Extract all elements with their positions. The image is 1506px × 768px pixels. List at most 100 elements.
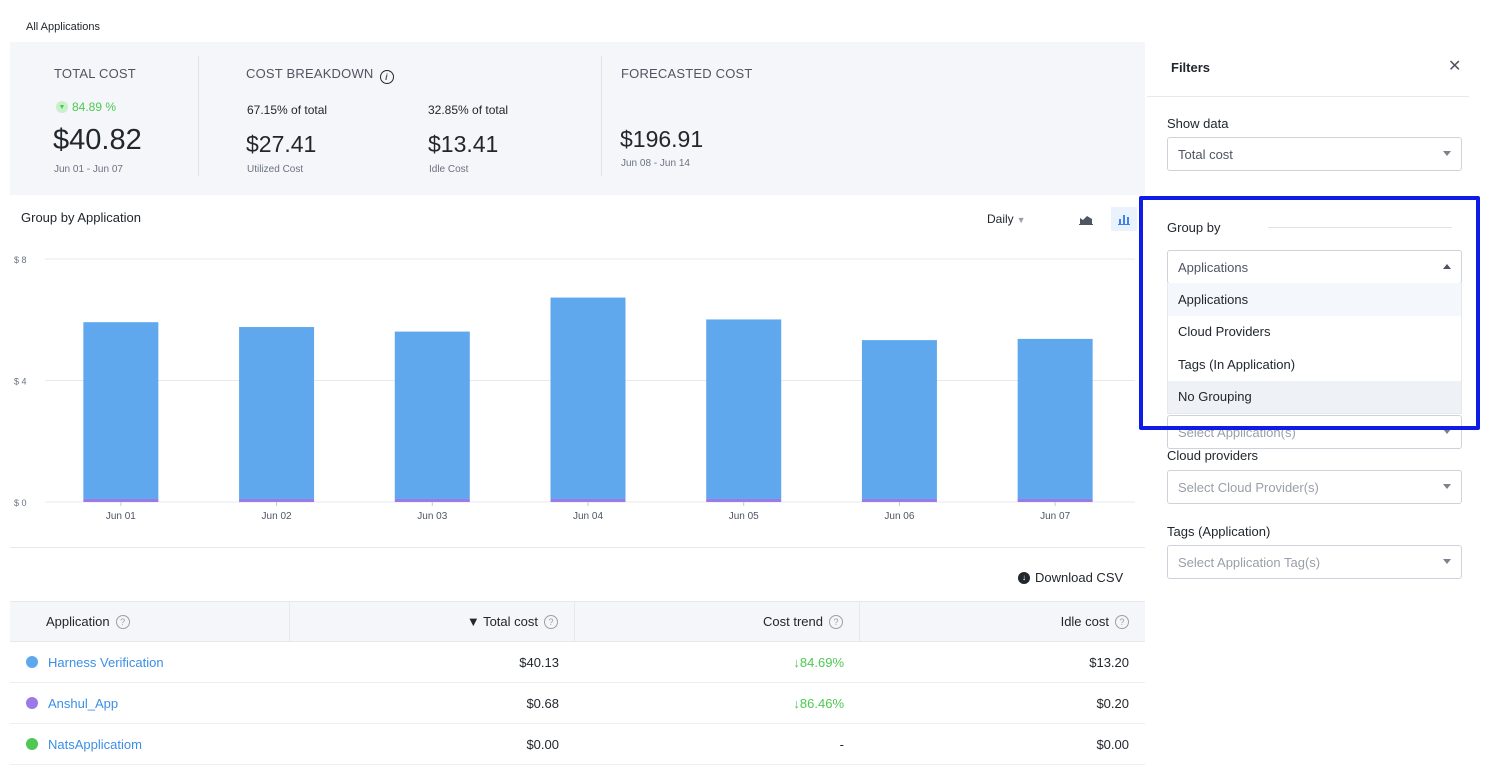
close-icon[interactable]: ✕: [1448, 58, 1462, 75]
help-icon: ?: [115, 614, 130, 629]
app-name-link[interactable]: Harness Verification: [10, 642, 290, 682]
total-cost-cell: $40.13: [519, 654, 559, 670]
trend-down-icon: ▼: [56, 101, 68, 113]
info-icon[interactable]: i: [379, 70, 394, 84]
filters-panel: Filters ✕ Show data Total cost Group by …: [1147, 42, 1506, 768]
cost-trend-cell: -: [839, 736, 844, 752]
forecast-card: FORECASTED COST $196.91 Jun 08 - Jun 14: [602, 42, 1002, 195]
bar-secondary: [706, 498, 782, 502]
bar: [239, 327, 315, 499]
x-tick-label: Jun 05: [729, 511, 759, 522]
total-cost-value: $40.82: [53, 124, 142, 156]
group-option-applications[interactable]: Applications: [1168, 283, 1461, 316]
bar-secondary: [550, 498, 626, 502]
tags-label: Tags (Application): [1167, 524, 1271, 539]
cloud-providers-label: Cloud providers: [1167, 448, 1259, 463]
x-tick-label: Jun 07: [1040, 511, 1070, 522]
y-tick-label: $ 8: [14, 255, 27, 265]
idle-pct: 32.85% of total: [428, 103, 509, 117]
help-icon: ?: [829, 614, 843, 629]
bar: [394, 331, 470, 499]
filters-title: Filters: [1171, 60, 1211, 75]
forecast-value: $196.91: [620, 126, 704, 152]
bar: [83, 322, 159, 499]
idle-cost-value: $13.41: [428, 131, 499, 157]
group-option-tags[interactable]: Tags (In Application): [1178, 356, 1296, 372]
col-idle-cost[interactable]: Idle cost?: [860, 602, 1145, 641]
idle-cost-label: Idle Cost: [429, 164, 469, 175]
bar: [706, 319, 782, 499]
caret-down-icon: [1443, 429, 1451, 434]
tags-select[interactable]: Select Application Tag(s): [1167, 545, 1462, 579]
app-name-link[interactable]: Anshul_App: [10, 683, 290, 723]
total-cost-period: Jun 01 - Jun 07: [54, 164, 123, 175]
show-data-select[interactable]: Total cost: [1167, 137, 1462, 171]
table-row: NatsApplicatiom $0.00 - $0.00: [10, 724, 1145, 765]
x-tick-label: Jun 02: [262, 511, 292, 522]
y-tick-label: $ 4: [14, 377, 27, 387]
cost-bar-chart: $ 0 $ 4 $ 8 Jun 01 Jun 02 Jun 03 Jun 04 Jun 05 J…: [14, 255, 1135, 522]
group-by-select[interactable]: Applications: [1167, 250, 1462, 284]
divider: [1147, 96, 1469, 97]
caret-down-icon: ▼: [1016, 215, 1026, 225]
idle-cost-cell: $0.00: [1096, 736, 1129, 752]
forecast-period: Jun 08 - Jun 14: [621, 158, 690, 169]
x-tick-label: Jun 06: [884, 511, 914, 522]
cloud-providers-select[interactable]: Select Cloud Provider(s): [1167, 470, 1462, 504]
applications-table: Application? ▼ Total cost? Cost trend? I…: [10, 601, 1145, 765]
bar-secondary: [239, 498, 315, 502]
table-header: Application? ▼ Total cost? Cost trend? I…: [10, 601, 1145, 642]
table-body: Harness Verification $40.13 ↓84.69% $13.20 A…: [10, 642, 1145, 765]
total-cost-card: TOTAL COST ▼ 84.89 % $40.82 Jun 01 - Jun…: [10, 42, 200, 195]
total-cost-trend: ▼ 84.89 %: [56, 100, 116, 114]
series-dot: [26, 738, 38, 750]
help-icon: ?: [544, 614, 558, 629]
group-option-no-grouping[interactable]: No Grouping: [1168, 380, 1461, 413]
y-tick-label: $ 0: [14, 498, 27, 508]
cost-trend-cell: ↓84.69%: [793, 654, 844, 670]
utilized-cost-value: $27.41: [246, 131, 317, 157]
caret-down-icon: [1443, 151, 1451, 156]
col-total-cost[interactable]: ▼ Total cost?: [290, 602, 575, 641]
total-cost-cell: $0.68: [526, 695, 559, 711]
area-chart-icon[interactable]: [1073, 207, 1099, 231]
bar-secondary: [861, 498, 937, 502]
breadcrumb[interactable]: All Applications: [26, 21, 100, 33]
bar: [550, 297, 626, 499]
utilized-cost-label: Utilized Cost: [247, 164, 304, 175]
bar-secondary: [394, 498, 470, 502]
bar-secondary: [1017, 498, 1093, 502]
utilized-pct: 67.15% of total: [247, 103, 328, 117]
app-name-link[interactable]: NatsApplicatiom: [10, 724, 290, 764]
group-by-label: Group by: [1167, 220, 1221, 235]
bar: [861, 340, 937, 499]
x-tick-label: Jun 01: [106, 511, 136, 522]
series-dot: [26, 656, 38, 668]
download-csv-button[interactable]: ↓ Download CSV: [1018, 570, 1123, 585]
applications-select[interactable]: Select Application(s): [1167, 415, 1462, 449]
show-data-label: Show data: [1167, 116, 1229, 131]
col-application[interactable]: Application?: [10, 602, 290, 641]
bar: [1017, 338, 1093, 499]
download-icon: ↓: [1018, 571, 1030, 584]
divider: [198, 56, 199, 176]
group-by-dropdown: Applications Cloud Providers Tags (In Ap…: [1167, 283, 1462, 414]
bar-secondary: [83, 498, 159, 502]
help-icon: ?: [1115, 614, 1129, 629]
table-row: Harness Verification $40.13 ↓84.69% $13.20: [10, 642, 1145, 683]
caret-down-icon: [1443, 484, 1451, 489]
cost-breakdown-label: COST BREAKDOWN i: [246, 66, 394, 84]
divider: [601, 56, 602, 176]
caret-up-icon: [1443, 264, 1451, 269]
interval-select[interactable]: Daily ▼: [987, 212, 1026, 226]
idle-cost-cell: $13.20: [1089, 654, 1129, 670]
x-tick-label: Jun 04: [573, 511, 603, 522]
bar-chart-icon[interactable]: [1111, 207, 1137, 231]
col-cost-trend[interactable]: Cost trend?: [575, 602, 860, 641]
caret-down-icon: [1443, 559, 1451, 564]
idle-cost-cell: $0.20: [1096, 695, 1129, 711]
series-dot: [26, 697, 38, 709]
x-tick-label: Jun 03: [417, 511, 447, 522]
divider: [10, 547, 1145, 548]
group-option-cloud-providers[interactable]: Cloud Providers: [1178, 324, 1271, 340]
